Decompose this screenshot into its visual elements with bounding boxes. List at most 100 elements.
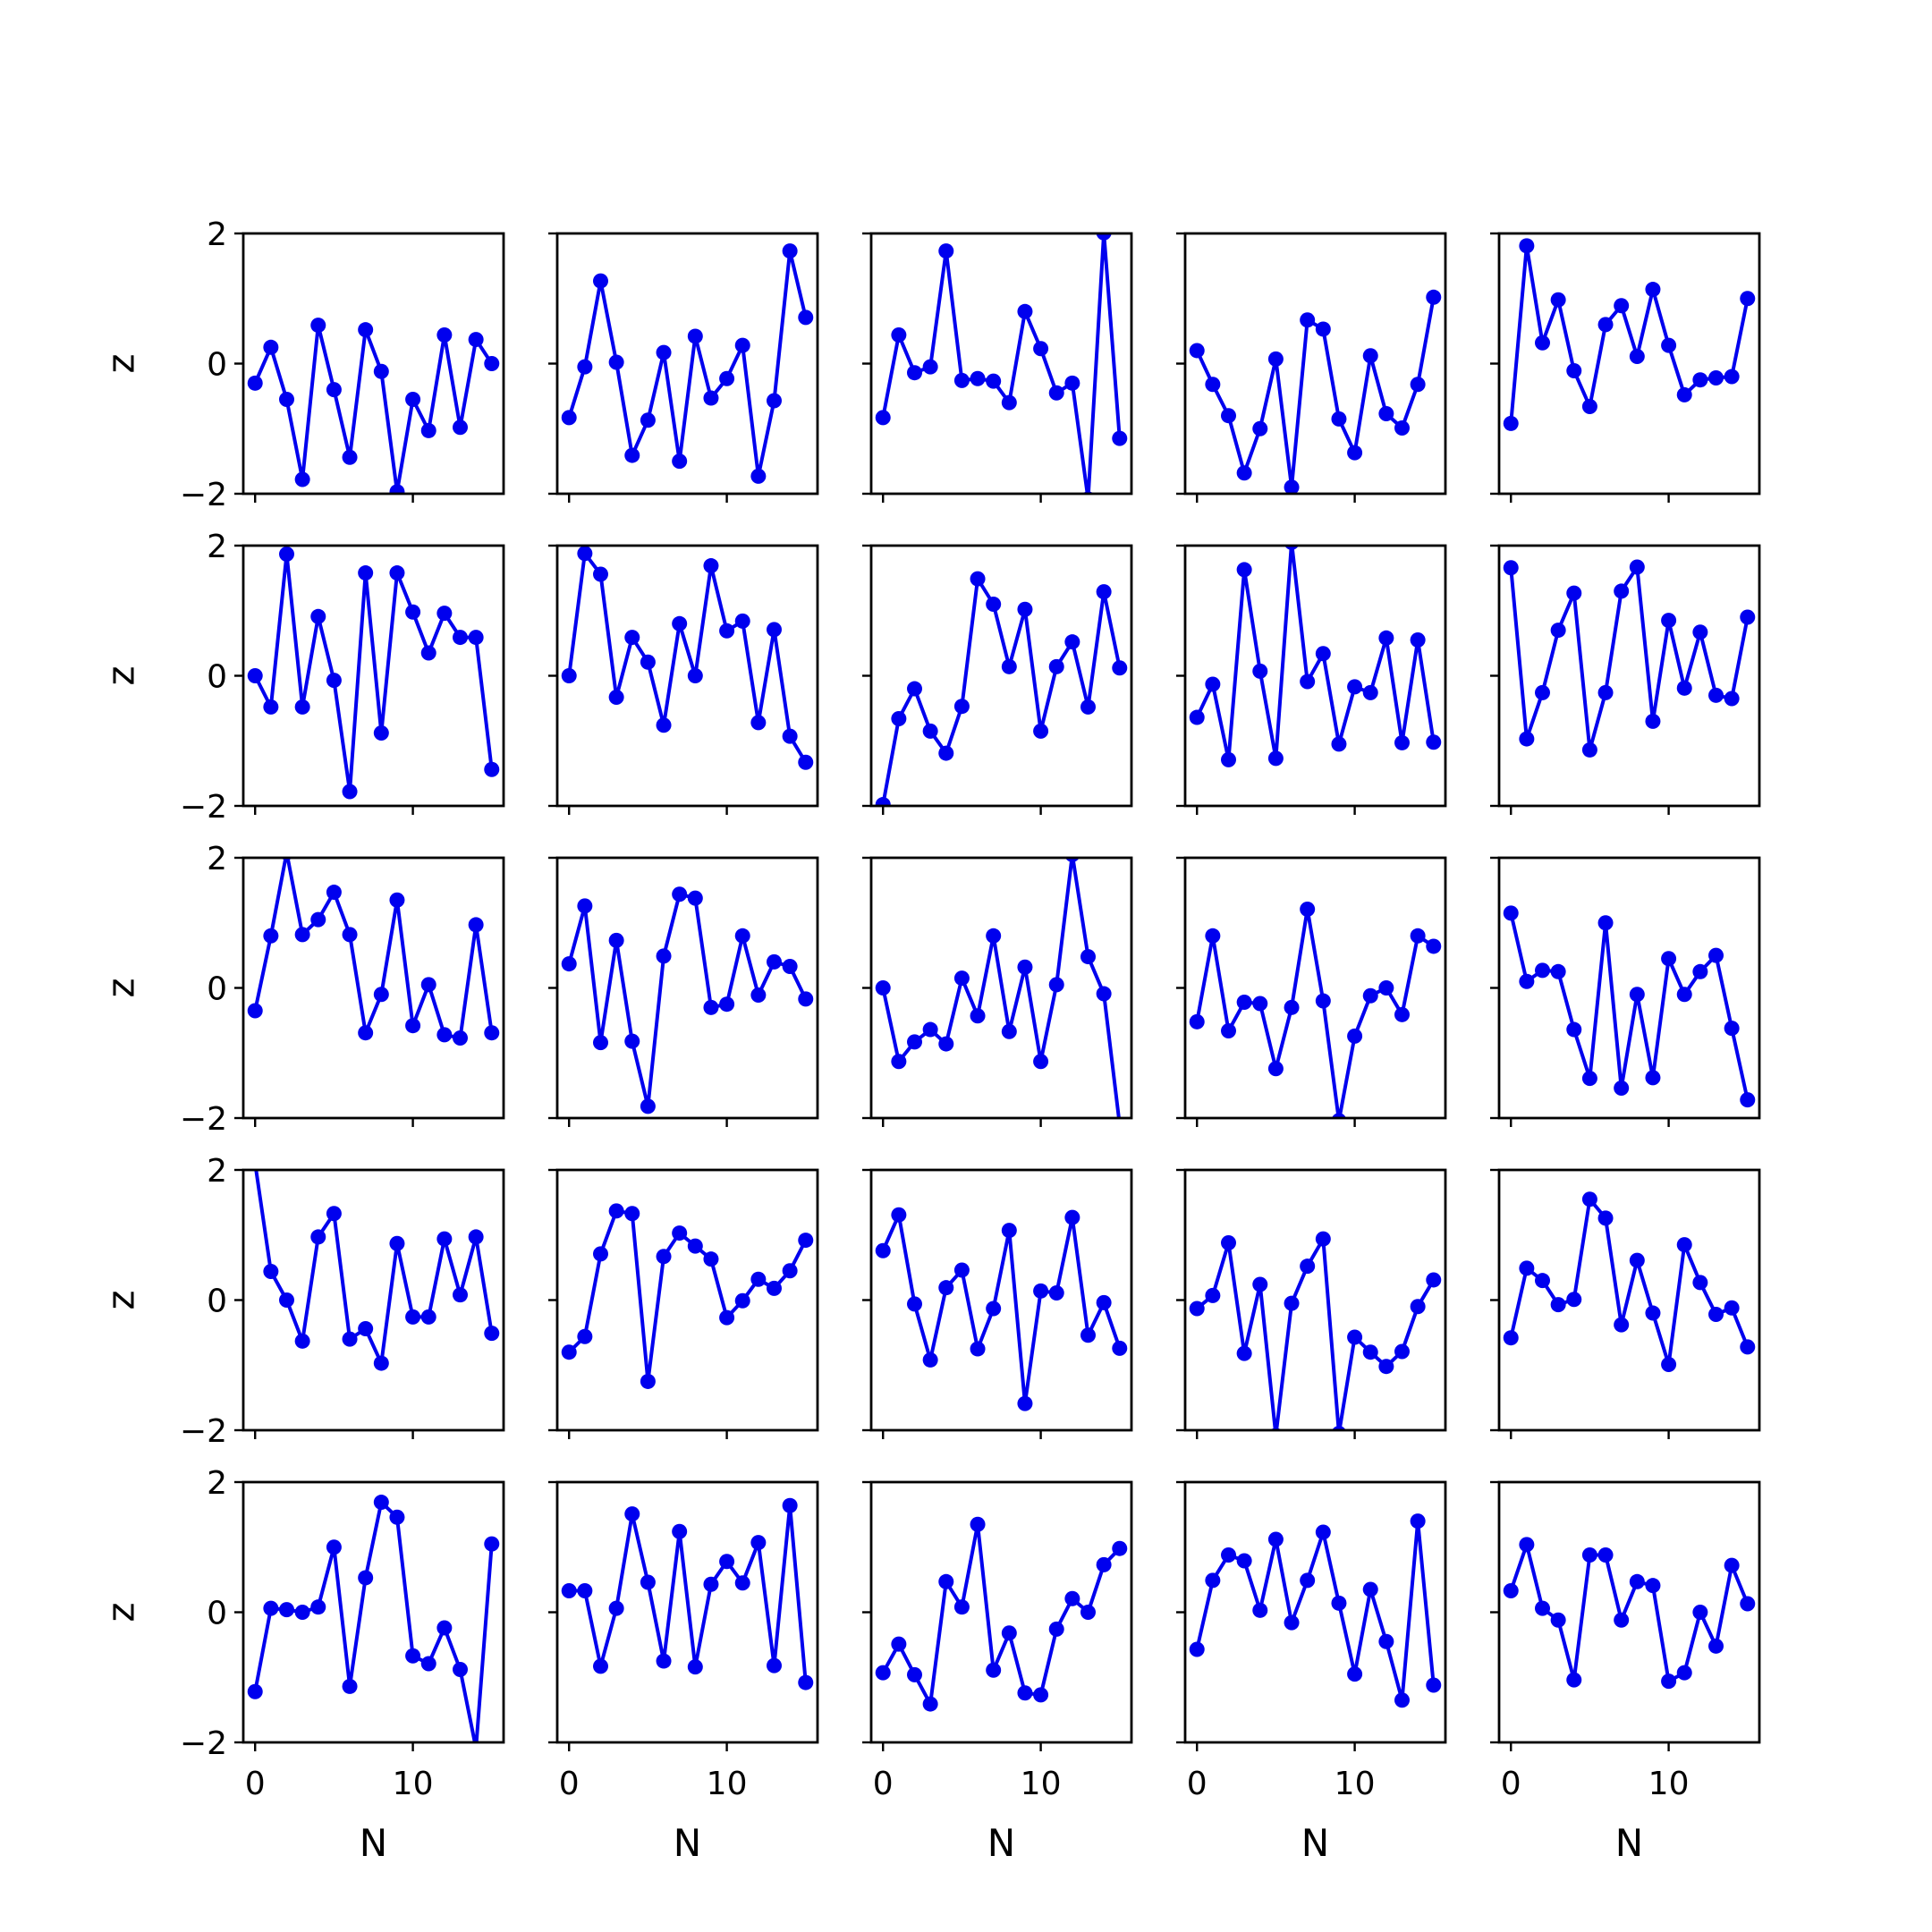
y-tick-label: 0 <box>207 1596 227 1632</box>
data-point <box>1566 1672 1582 1688</box>
y-axis-label: z <box>99 1290 143 1309</box>
axes-frame <box>242 232 505 496</box>
data-point <box>342 1678 358 1694</box>
data-point <box>782 243 798 259</box>
data-point <box>922 359 938 375</box>
data-point <box>624 1206 640 1222</box>
data-point <box>1410 1513 1426 1530</box>
data-point <box>263 928 279 944</box>
data-point <box>986 373 1002 389</box>
data-point <box>405 1018 421 1034</box>
data-point <box>767 1657 782 1674</box>
subplot-r3-c4 <box>1176 856 1447 1127</box>
data-point <box>782 1263 798 1279</box>
series-group <box>250 1170 500 1371</box>
data-point <box>1629 559 1645 575</box>
data-point <box>656 1653 672 1669</box>
data-point <box>420 1656 436 1672</box>
data-point <box>593 1035 608 1051</box>
data-point <box>1300 1258 1316 1275</box>
data-point <box>1724 691 1740 707</box>
series-group <box>247 318 500 494</box>
data-point <box>875 410 891 426</box>
series-group <box>561 243 814 484</box>
subplot-r2-c2 <box>548 544 819 815</box>
series-group <box>1189 546 1442 767</box>
data-point <box>1550 623 1566 639</box>
x-tick-label: 0 <box>559 1766 580 1802</box>
data-point <box>310 318 326 334</box>
data-point <box>294 927 310 943</box>
data-point <box>767 622 782 638</box>
data-point <box>798 991 814 1007</box>
data-point <box>687 668 703 683</box>
data-point <box>1581 741 1597 758</box>
data-point <box>1096 986 1112 1002</box>
data-point <box>734 613 750 629</box>
data-point <box>577 546 593 562</box>
data-point <box>1080 1605 1096 1620</box>
data-point <box>1284 1614 1300 1631</box>
data-point <box>1629 1573 1645 1589</box>
data-point <box>1378 406 1394 422</box>
data-point <box>484 1536 500 1552</box>
data-point <box>782 1497 798 1513</box>
data-point <box>1252 996 1268 1012</box>
data-point <box>1708 947 1724 963</box>
data-point <box>1503 905 1519 921</box>
data-point <box>1581 399 1597 415</box>
x-axis-label: N <box>674 1821 701 1865</box>
data-point <box>593 1658 608 1674</box>
series-line <box>567 548 808 764</box>
data-point <box>1300 901 1316 917</box>
data-point <box>405 1309 421 1325</box>
series-group <box>875 1207 1128 1411</box>
axes-frame <box>1497 232 1761 496</box>
data-point <box>1535 1600 1550 1616</box>
data-point <box>1267 1531 1284 1547</box>
series-group <box>875 1516 1128 1712</box>
data-point <box>656 344 672 360</box>
data-point <box>1064 1209 1080 1225</box>
data-point <box>468 917 484 933</box>
data-point <box>672 453 688 470</box>
data-point <box>1614 1612 1630 1628</box>
data-point <box>1503 1582 1519 1598</box>
data-point <box>294 1333 310 1349</box>
axes-frame <box>242 856 505 1120</box>
y-tick-label: −2 <box>180 1725 227 1762</box>
data-point <box>608 354 624 370</box>
series-line <box>1509 1195 1750 1366</box>
data-point <box>922 1021 938 1038</box>
series-group <box>247 546 500 800</box>
data-point <box>420 422 436 438</box>
data-point <box>1205 1572 1221 1589</box>
data-point <box>1331 1113 1346 1118</box>
data-point <box>1331 411 1347 427</box>
data-point <box>1064 1590 1080 1606</box>
data-point <box>1236 465 1252 481</box>
data-point <box>1645 1070 1661 1086</box>
data-point <box>1378 1633 1394 1649</box>
series-line <box>881 1208 1122 1404</box>
data-point <box>1221 1234 1236 1250</box>
data-point <box>1661 951 1677 967</box>
data-point <box>750 1271 767 1287</box>
subplot-r1-c3 <box>862 232 1133 503</box>
data-point <box>608 932 624 948</box>
y-tick-label: 2 <box>207 1153 227 1190</box>
data-point <box>1048 385 1064 401</box>
data-point <box>1205 1287 1221 1303</box>
data-point <box>970 571 986 587</box>
series-group <box>561 1497 814 1690</box>
data-point <box>420 1309 436 1325</box>
series-line <box>1509 562 1750 750</box>
data-point <box>1426 289 1442 305</box>
series-line <box>1195 1233 1436 1430</box>
data-point <box>1394 734 1410 750</box>
data-point <box>1189 1301 1205 1317</box>
data-point <box>342 927 358 943</box>
data-point <box>734 928 750 944</box>
subplot-r5-c5: 0 10N <box>1490 1480 1761 1865</box>
